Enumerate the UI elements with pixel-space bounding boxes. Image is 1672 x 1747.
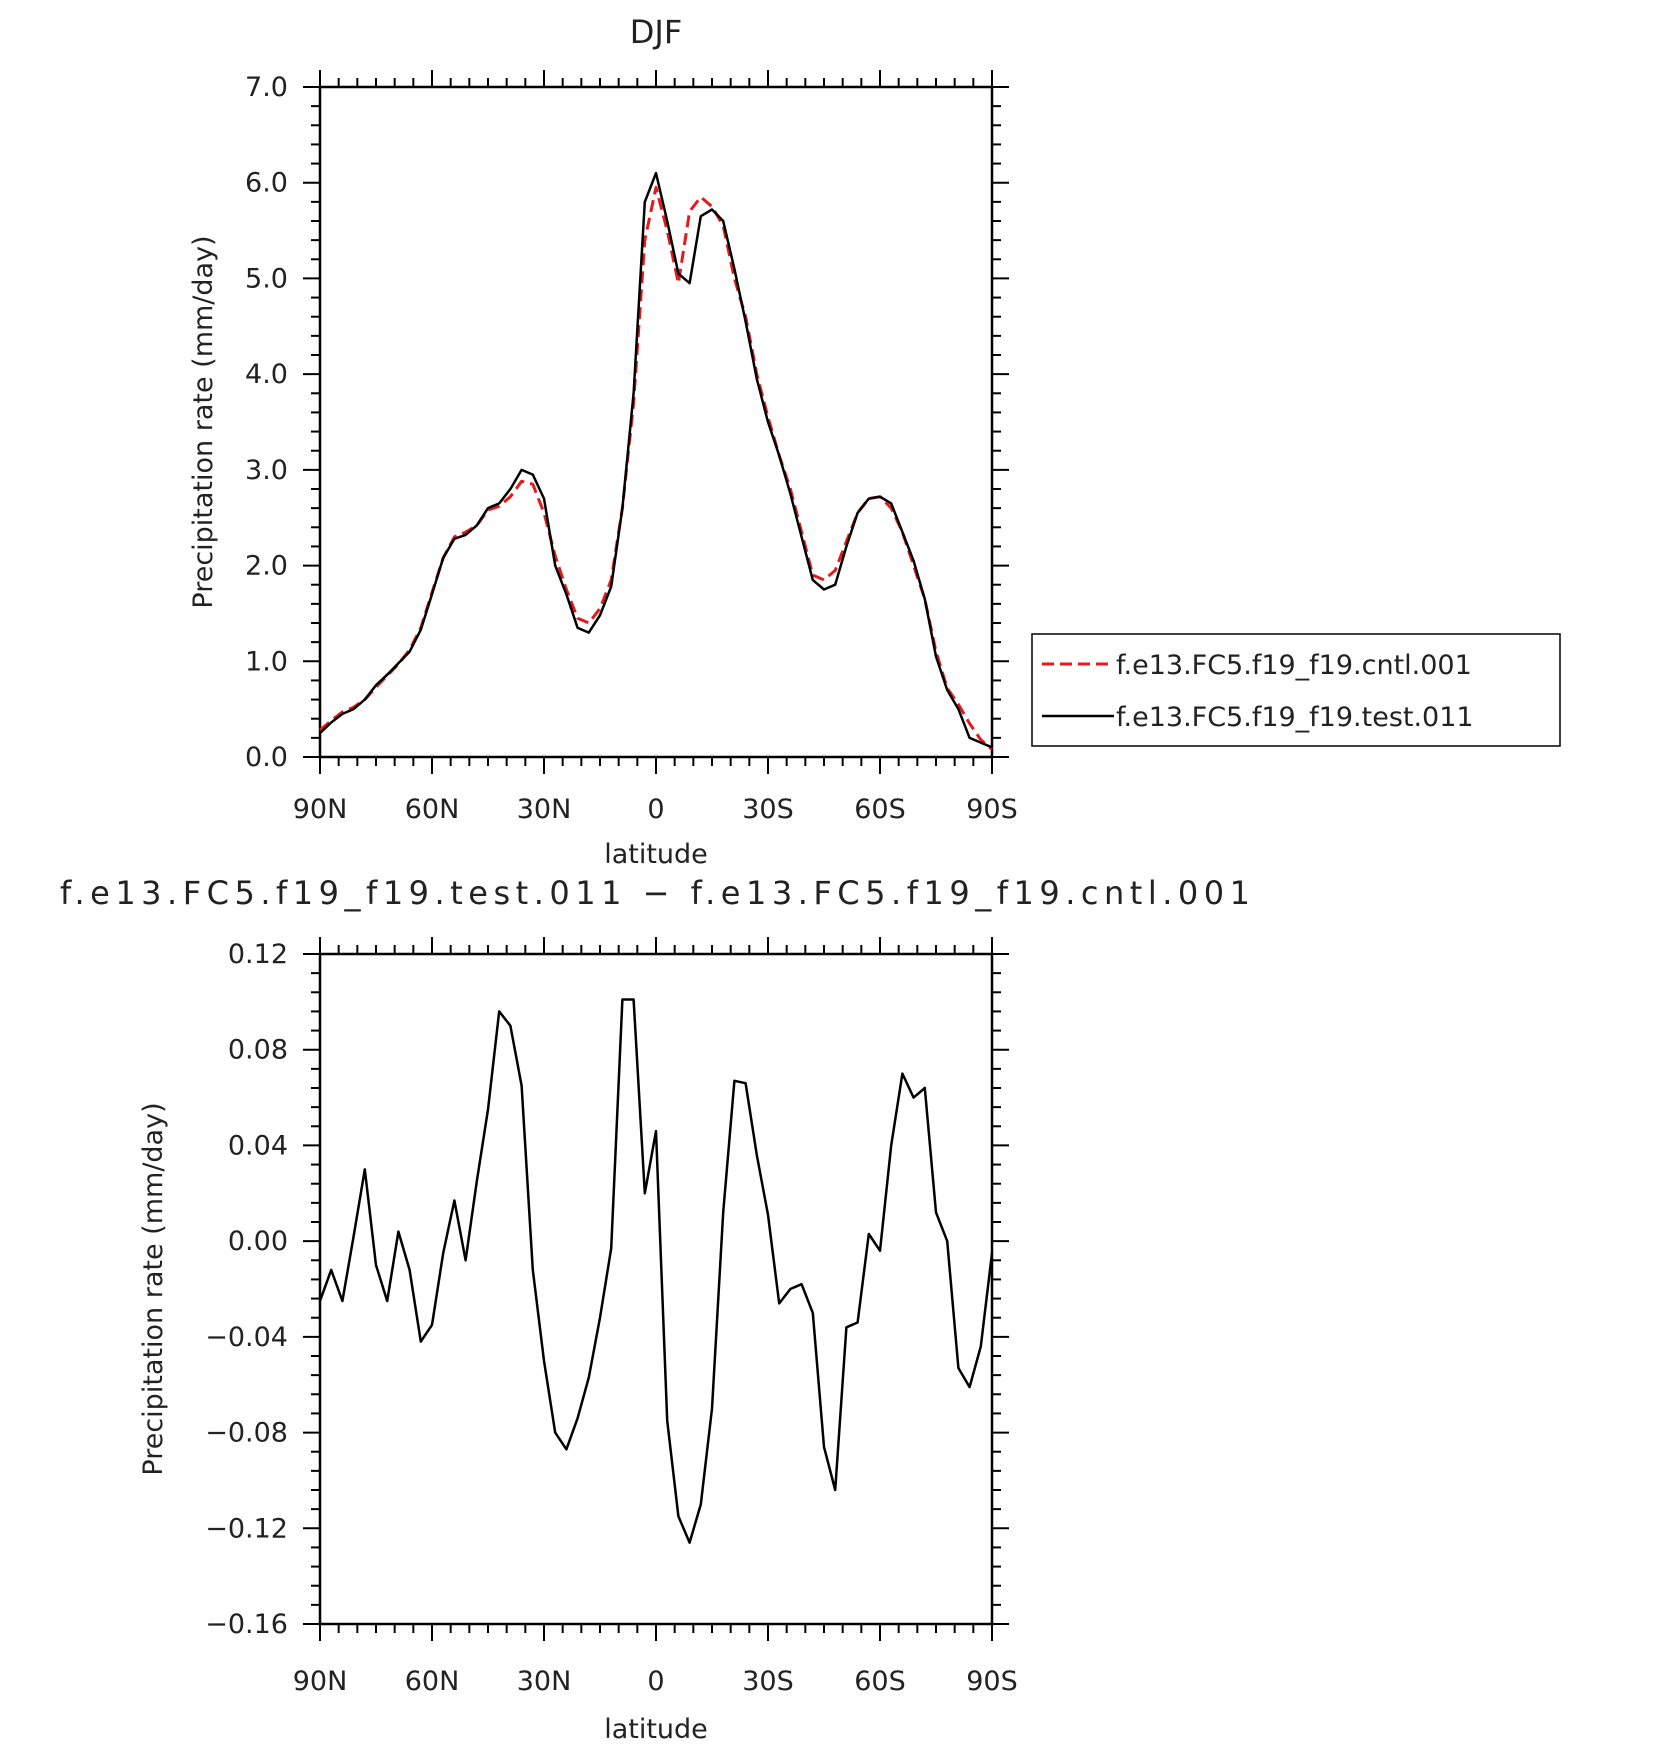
y-tick-label: −0.04 [205,1322,288,1353]
x-tick-label: 0 [647,794,664,825]
x-tick-label: 60S [854,794,906,825]
y-tick-label: −0.16 [205,1609,288,1640]
y-axis-title: Precipitation rate (mm/day) [138,1102,169,1475]
x-tick-label: 90S [966,794,1018,825]
chart-title: f.e13.FC5.f19_f19.test.011 − f.e13.FC5.f… [60,874,1250,912]
series-line-2 [319,171,993,749]
x-tick-label: 90N [293,794,348,825]
legend-box [1031,633,1561,747]
y-axis-title: Precipitation rate (mm/day) [188,235,219,608]
plot-frame [318,952,994,1626]
x-tick-label: 30N [517,794,572,825]
x-tick-label: 30N [517,1666,572,1697]
y-tick-label: 2.0 [245,551,288,582]
y-tick-label: 0.08 [228,1035,288,1066]
x-tick-label: 90S [966,1666,1018,1697]
legend-label: f.e13.FC5.f19_f19.cntl.001 [1116,650,1472,681]
x-tick-label: 60N [405,794,460,825]
y-tick-label: 3.0 [245,455,288,486]
y-tick-label: 6.0 [245,168,288,199]
series-line-1 [319,186,993,751]
y-tick-label: 5.0 [245,263,288,294]
y-tick-label: 1.0 [245,646,288,677]
y-tick-label: −0.08 [205,1418,288,1449]
y-tick-label: 0.0 [245,742,288,773]
x-tick-label: 30S [742,794,794,825]
y-tick-label: −0.12 [205,1513,288,1544]
x-tick-label: 30S [742,1666,794,1697]
y-tick-label: 4.0 [245,359,288,390]
x-axis-title: latitude [604,839,708,870]
x-tick-label: 60S [854,1666,906,1697]
x-tick-label: 0 [647,1666,664,1697]
x-tick-label: 90N [293,1666,348,1697]
y-tick-label: 0.12 [228,939,288,970]
series-line-1 [318,998,994,1544]
x-axis-title: latitude [604,1714,708,1745]
x-tick-label: 60N [405,1666,460,1697]
y-tick-label: 7.0 [245,72,288,103]
legend-label: f.e13.FC5.f19_f19.test.011 [1116,702,1474,733]
y-tick-label: 0.00 [228,1226,288,1257]
y-tick-label: 0.04 [228,1130,288,1161]
chart-title: DJF [630,13,682,51]
